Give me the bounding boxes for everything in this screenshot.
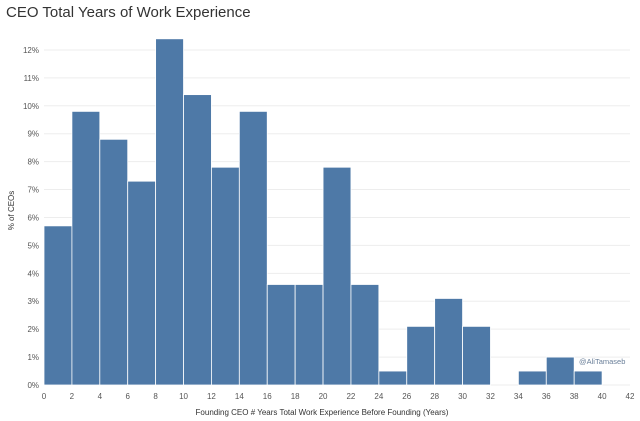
y-tick-label: 0% [27,381,39,390]
x-tick-label: 18 [291,392,300,401]
x-tick-label: 38 [570,392,579,401]
x-tick-label: 40 [598,392,607,401]
y-axis-label: % of CEOs [7,191,16,231]
x-tick-label: 22 [346,392,355,401]
histogram-bar [406,325,436,386]
y-tick-label: 4% [27,269,39,278]
x-tick-label: 42 [626,392,635,401]
y-tick-label: 11% [24,74,39,83]
histogram-bar [71,110,101,386]
histogram-bar [517,370,547,386]
histogram-bar [127,180,157,386]
histogram-bar [211,166,240,386]
y-tick-label: 5% [27,241,39,250]
y-axis-ticks: 0% 1% 2% 3% 4% 5% 6% 7% 8% 9% 10% 11% 12% [23,46,39,390]
histogram-bar [545,356,575,386]
x-tick-label: 24 [374,392,383,401]
y-tick-label: 12% [23,46,39,55]
y-tick-label: 3% [27,297,39,306]
bars [43,38,603,386]
x-tick-label: 34 [514,392,523,401]
x-axis-label: Founding CEO # Years Total Work Experien… [196,408,449,417]
chart-title: CEO Total Years of Work Experience [6,4,251,21]
x-tick-label: 2 [70,392,75,401]
x-tick-label: 26 [402,392,411,401]
x-tick-label: 16 [263,392,272,401]
x-tick-label: 30 [458,392,467,401]
y-tick-label: 8% [27,158,39,167]
y-tick-label: 1% [27,353,39,362]
x-tick-label: 28 [430,392,439,401]
y-tick-label: 10% [23,102,39,111]
histogram-bar [43,225,73,386]
x-tick-label: 36 [542,392,551,401]
histogram-bar [434,298,463,386]
histogram-bar [238,110,268,386]
x-axis-ticks: 0 2 4 6 8 10 12 14 16 18 20 22 24 26 28 30 32 34 36 38 40 42 [42,392,635,401]
histogram-bar [573,370,603,386]
histogram-bar [183,94,212,386]
y-tick-label: 2% [27,325,39,334]
y-tick-label: 7% [27,186,39,195]
x-tick-label: 12 [207,392,216,401]
histogram-bar [155,38,184,386]
x-tick-label: 4 [98,392,103,401]
x-tick-label: 14 [235,392,244,401]
x-tick-label: 20 [319,392,328,401]
x-tick-label: 8 [153,392,158,401]
x-tick-label: 10 [179,392,188,401]
histogram-bar [350,284,380,386]
histogram-bar [266,284,296,386]
histogram-bar [378,370,408,386]
histogram-bar [322,166,352,386]
x-tick-label: 32 [486,392,495,401]
histogram-bar [294,284,324,386]
credit-watermark: @AliTamaseb [579,357,625,366]
histogram-bar [462,325,491,386]
y-tick-label: 9% [27,130,39,139]
x-tick-label: 6 [125,392,130,401]
x-tick-label: 0 [42,392,47,401]
y-tick-label: 6% [27,213,39,222]
histogram-bar [99,138,129,386]
